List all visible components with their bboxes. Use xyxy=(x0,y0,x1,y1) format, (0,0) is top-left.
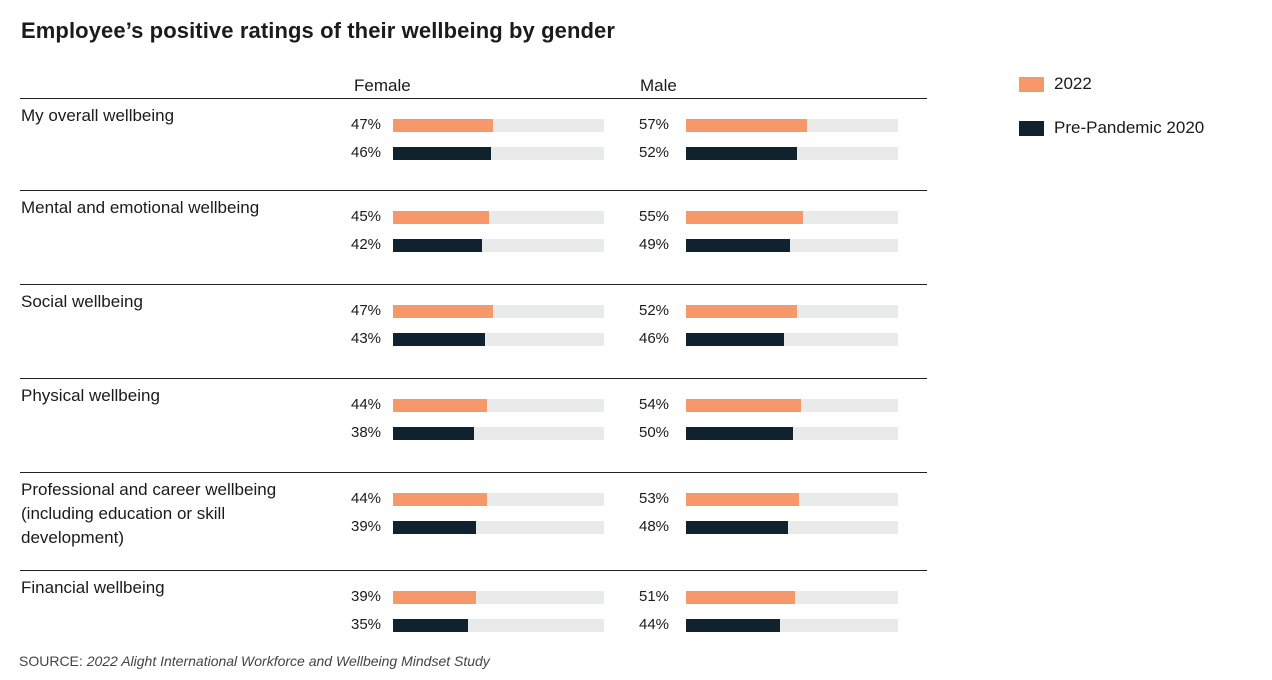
bar-track xyxy=(686,591,898,604)
legend-label-2022: 2022 xyxy=(1054,74,1092,93)
bar-track xyxy=(393,619,604,632)
bar-female-2022 xyxy=(393,399,487,412)
panel-header-male: Male xyxy=(640,76,677,95)
data-label-male-2022: 54% xyxy=(639,396,670,413)
data-label-male-2022: 52% xyxy=(639,302,670,319)
data-label-male-2022: 55% xyxy=(639,208,670,225)
bar-male-2022 xyxy=(686,493,799,506)
data-label-male-2022: 51% xyxy=(639,588,670,605)
category-label: Social wellbeing xyxy=(21,292,143,311)
panel-header-female: Female xyxy=(354,76,411,95)
source-prefix: SOURCE: xyxy=(19,653,87,669)
data-label-female-2020: 43% xyxy=(351,330,382,347)
chart-row: Mental and emotional wellbeing 45% 42% 55% 4… xyxy=(20,190,927,285)
bar-track xyxy=(686,305,898,318)
source-title: 2022 Alight International Workforce and … xyxy=(86,653,490,669)
bar-male-2022 xyxy=(686,119,807,132)
bar-track xyxy=(393,119,604,132)
bar-female-2022 xyxy=(393,211,489,224)
category-label: Professional and career wellbeing (inclu… xyxy=(21,480,277,547)
bar-track xyxy=(686,619,898,632)
chart-title: Employee’s positive ratings of their wel… xyxy=(21,18,616,43)
bar-male-2020 xyxy=(686,239,790,252)
bar-track xyxy=(686,147,898,160)
bar-track xyxy=(686,521,898,534)
bar-track xyxy=(686,493,898,506)
bar-track xyxy=(393,305,604,318)
bar-track xyxy=(393,591,604,604)
data-label-female-2020: 39% xyxy=(351,518,382,535)
chart-row: Financial wellbeing 39% 35% 51% 44% xyxy=(20,570,927,641)
bar-female-2020 xyxy=(393,521,476,534)
bar-track xyxy=(686,427,898,440)
legend-item-2022: 2022 xyxy=(1019,74,1092,94)
data-label-female-2020: 42% xyxy=(351,236,382,253)
bar-track xyxy=(393,239,604,252)
bar-female-2022 xyxy=(393,493,487,506)
data-label-male-2020: 49% xyxy=(639,236,670,253)
bar-track xyxy=(393,147,604,160)
bar-track xyxy=(686,119,898,132)
bar-male-2022 xyxy=(686,591,795,604)
data-label-female-2020: 46% xyxy=(351,144,382,161)
source-note: SOURCE: 2022 Alight International Workfo… xyxy=(19,653,490,669)
bar-female-2022 xyxy=(393,591,476,604)
category-label: Mental and emotional wellbeing xyxy=(21,198,260,217)
data-label-male-2020: 46% xyxy=(639,330,670,347)
bar-male-2022 xyxy=(686,211,803,224)
bar-track xyxy=(393,521,604,534)
bar-male-2020 xyxy=(686,427,793,440)
bar-female-2020 xyxy=(393,619,468,632)
data-label-female-2020: 35% xyxy=(351,616,382,633)
data-label-female-2022: 47% xyxy=(351,116,382,133)
legend-swatch-2022 xyxy=(1019,76,1044,92)
bar-track xyxy=(686,211,898,224)
bar-female-2022 xyxy=(393,305,493,318)
data-label-female-2022: 47% xyxy=(351,302,382,319)
bar-female-2020 xyxy=(393,147,491,160)
data-label-female-2020: 38% xyxy=(351,424,382,441)
bar-male-2020 xyxy=(686,619,780,632)
bar-track xyxy=(686,399,898,412)
bar-male-2020 xyxy=(686,521,788,534)
data-label-male-2020: 48% xyxy=(639,518,670,535)
bar-track xyxy=(686,239,898,252)
data-label-male-2022: 57% xyxy=(639,116,670,133)
bar-track xyxy=(393,333,604,346)
chart-row: Professional and career wellbeing (inclu… xyxy=(20,472,927,571)
bar-female-2022 xyxy=(393,119,493,132)
bar-track xyxy=(393,211,604,224)
legend-label-prepandemic: Pre-Pandemic 2020 xyxy=(1054,118,1205,137)
data-label-male-2022: 53% xyxy=(639,490,670,507)
data-label-female-2022: 44% xyxy=(351,396,382,413)
legend-item-prepandemic: Pre-Pandemic 2020 xyxy=(1019,118,1204,138)
bar-track xyxy=(393,427,604,440)
bar-track xyxy=(393,399,604,412)
data-label-female-2022: 39% xyxy=(351,588,382,605)
category-label: Financial wellbeing xyxy=(21,578,165,597)
data-label-male-2020: 52% xyxy=(639,144,670,161)
chart-row: Social wellbeing 47% 43% 52% 46% xyxy=(20,284,927,379)
bar-male-2020 xyxy=(686,147,797,160)
chart-row: Physical wellbeing 44% 38% 54% 50% xyxy=(20,378,927,473)
bar-male-2022 xyxy=(686,399,801,412)
data-label-male-2020: 50% xyxy=(639,424,670,441)
data-label-male-2020: 44% xyxy=(639,616,670,633)
bar-male-2022 xyxy=(686,305,797,318)
data-label-female-2022: 44% xyxy=(351,490,382,507)
bar-female-2020 xyxy=(393,239,482,252)
bar-track xyxy=(686,333,898,346)
category-label: My overall wellbeing xyxy=(21,106,175,125)
bar-track xyxy=(393,493,604,506)
category-label: Physical wellbeing xyxy=(21,386,160,405)
bar-female-2020 xyxy=(393,427,474,440)
chart-row: My overall wellbeing 47% 46% 57% 52% xyxy=(20,98,927,191)
bar-female-2020 xyxy=(393,333,485,346)
legend-swatch-prepandemic xyxy=(1019,120,1044,136)
bar-male-2020 xyxy=(686,333,784,346)
data-label-female-2022: 45% xyxy=(351,208,382,225)
